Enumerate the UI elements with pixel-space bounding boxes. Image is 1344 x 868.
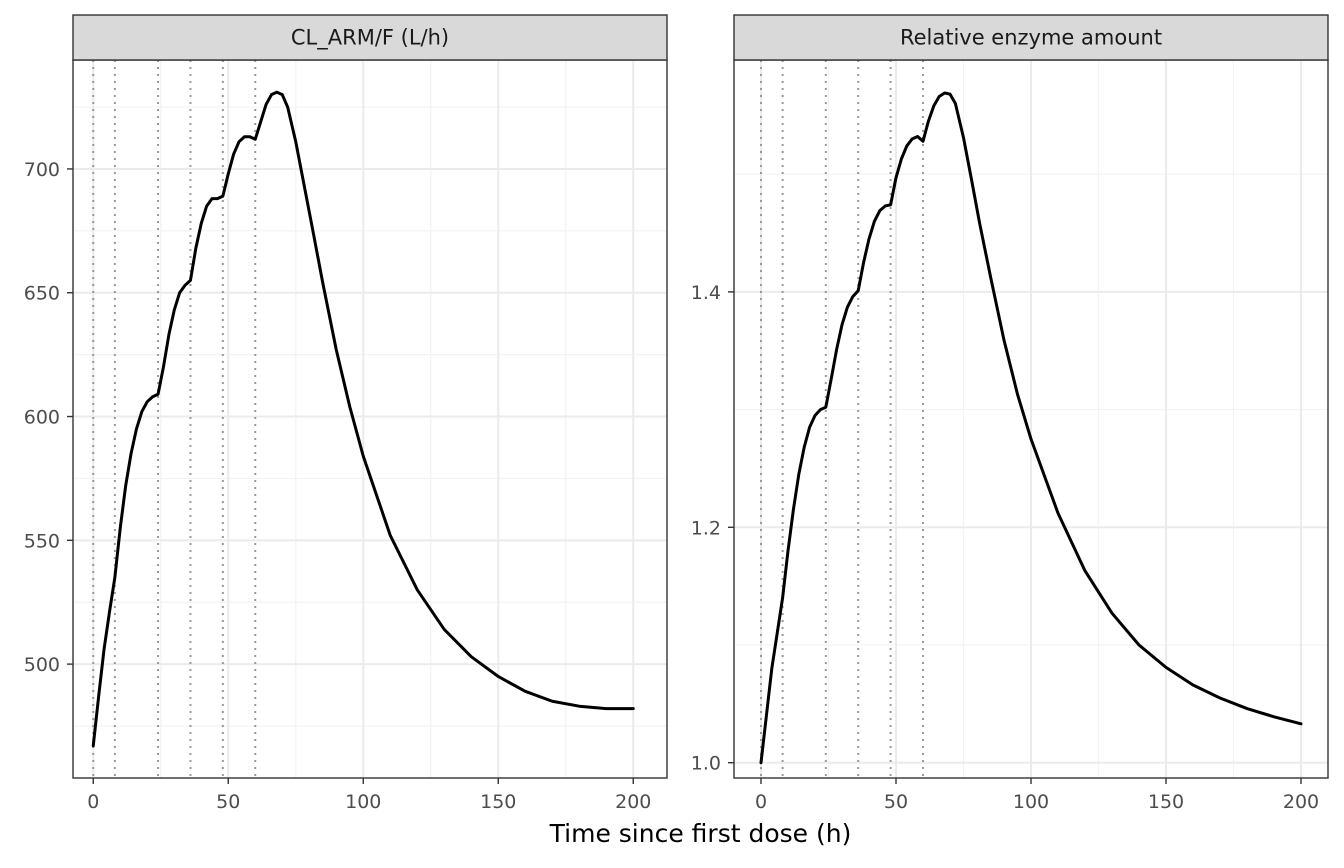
x-tick-label: 50: [216, 791, 240, 813]
x-tick-label: 0: [755, 791, 767, 813]
y-tick-label: 650: [24, 283, 60, 305]
series-line: [91, 90, 635, 748]
x-tick-label: 100: [345, 791, 381, 813]
x-tick-label: 0: [87, 791, 99, 813]
x-tick-label: 200: [1283, 791, 1319, 813]
panel-2: Relative enzyme amount 0 50 100 150 200 1.0 1.2…: [691, 14, 1329, 813]
facet-strip: [72, 14, 668, 61]
x-tick-label: 150: [480, 791, 516, 813]
x-tick-label: 100: [1013, 791, 1049, 813]
x-tick-label: 50: [884, 791, 908, 813]
panel-1: CL_ARM/F (L/h) 0 50 100 150 200 500 550 600 650 70…: [24, 14, 668, 813]
y-tick-label: 700: [24, 159, 60, 181]
facet-strip-label: Relative enzyme amount: [900, 26, 1162, 50]
y-tick-label: 500: [24, 654, 60, 676]
plot-background: [73, 60, 667, 778]
y-tick-label: 550: [24, 530, 60, 552]
x-axis-title: Time since first dose (h): [549, 819, 852, 848]
series-line: [759, 91, 1303, 765]
y-tick-label: 600: [24, 407, 60, 429]
y-tick-label: 1.4: [691, 282, 721, 304]
facet-strip: [733, 14, 1329, 61]
y-tick-label: 1.0: [691, 753, 721, 775]
x-tick-label: 200: [615, 791, 651, 813]
y-tick-label: 1.2: [691, 517, 721, 539]
x-tick-label: 150: [1148, 791, 1184, 813]
facet-strip-label: CL_ARM/F (L/h): [291, 26, 449, 51]
